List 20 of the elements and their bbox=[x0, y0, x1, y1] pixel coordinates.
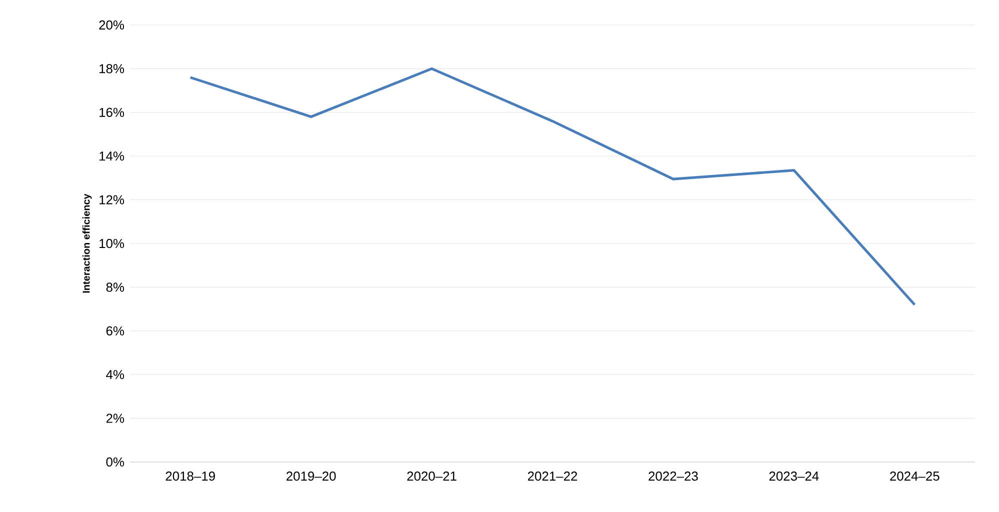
y-tick-label: 6% bbox=[106, 326, 124, 336]
y-tick-label: 0% bbox=[106, 457, 124, 467]
y-tick-label: 2% bbox=[106, 414, 124, 423]
x-tick-label: 2023–24 bbox=[769, 472, 819, 481]
y-tick-label: 20% bbox=[99, 20, 124, 30]
y-tick-label: 18% bbox=[100, 64, 124, 74]
y-axis-title: Interaction efficiency bbox=[82, 194, 92, 293]
y-tick-label: 14% bbox=[100, 152, 124, 161]
x-tick-label: 2021–22 bbox=[528, 472, 578, 481]
x-tick-label: 2019–20 bbox=[286, 472, 336, 481]
y-tick-label: 8% bbox=[106, 282, 124, 292]
x-tick-label: 2022–23 bbox=[648, 472, 698, 481]
line-series bbox=[189, 67, 916, 306]
y-tick-label: 16% bbox=[100, 108, 124, 117]
y-tick-label: 4% bbox=[106, 370, 124, 380]
x-tick-label: 2024–25 bbox=[890, 472, 940, 481]
x-tick-label: 2018–19 bbox=[166, 472, 215, 481]
y-tick-label: 10% bbox=[100, 238, 124, 248]
x-tick-label: 2020–21 bbox=[407, 472, 456, 481]
y-tick-label: 12% bbox=[100, 195, 124, 204]
